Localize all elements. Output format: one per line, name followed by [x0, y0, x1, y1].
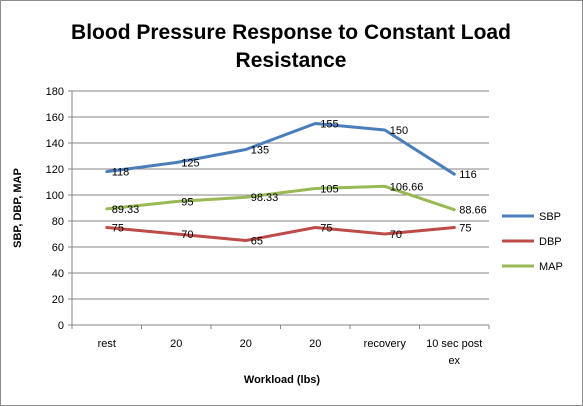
data-label-map: 105	[320, 184, 338, 196]
data-label-dbp: 75	[320, 223, 332, 235]
legend-label-dbp: DBP	[539, 236, 562, 248]
x-category-label: 20	[240, 338, 252, 350]
x-category-label-line: 10 sec post	[426, 338, 482, 350]
x-category-label: 10 sec post ex	[426, 338, 482, 367]
y-axis-title: SBP, DBP, MAP	[12, 168, 24, 248]
y-tick-label: 140	[46, 138, 64, 150]
x-category-label-line: 20	[170, 338, 182, 350]
data-label-dbp: 65	[251, 236, 263, 248]
data-label-map: 88.66	[459, 205, 487, 217]
series-line-dbp	[105, 226, 456, 242]
data-label-map: 98.33	[251, 192, 279, 204]
series-lines	[105, 122, 456, 242]
x-category-label: 20	[309, 338, 321, 350]
data-label-sbp: 118	[112, 167, 130, 179]
x-category-label-line: rest	[98, 338, 116, 350]
series-line-sbp	[105, 122, 456, 176]
y-tick-label: 100	[46, 190, 64, 202]
y-tick-labels: 0 20 40 60 80 100 120 140 160 180	[46, 86, 64, 332]
x-category-label: 20	[170, 338, 182, 350]
legend-label-sbp: SBP	[539, 211, 561, 223]
y-tick-label: 40	[52, 268, 64, 280]
x-category-label-line: 20	[240, 338, 252, 350]
x-axis-title: Workload (lbs)	[244, 374, 321, 386]
axes	[71, 91, 490, 329]
series-line-map	[105, 184, 456, 212]
y-tick-label: 160	[46, 112, 64, 124]
data-label-dbp: 70	[181, 229, 193, 241]
data-label-dbp: 75	[112, 223, 124, 235]
legend: SBP DBP MAP	[502, 211, 563, 273]
data-label-sbp: 150	[390, 125, 408, 137]
y-tick-label: 20	[52, 294, 64, 306]
data-label-map: 89.33	[112, 204, 140, 216]
x-category-label-line: 20	[309, 338, 321, 350]
data-label-dbp: 70	[390, 229, 402, 241]
chart-title-line-1: Blood Pressure Response to Constant Load	[71, 21, 511, 44]
data-label-sbp: 135	[251, 145, 269, 157]
x-category-label-line: recovery	[364, 338, 407, 350]
data-label-map: 106.66	[390, 181, 424, 193]
gridlines	[68, 90, 489, 326]
y-tick-label: 60	[52, 242, 64, 254]
y-tick-label: 120	[46, 164, 64, 176]
y-tick-label: 0	[58, 320, 64, 332]
chart-title: Blood Pressure Response to Constant Load…	[71, 21, 511, 72]
y-tick-label: 180	[46, 86, 64, 98]
y-tick-label: 80	[52, 216, 64, 228]
chart-title-line-2: Resistance	[236, 49, 347, 72]
data-label-sbp: 125	[181, 158, 199, 170]
x-category-label: rest	[98, 338, 116, 350]
x-category-label: recovery	[364, 338, 407, 350]
data-label-sbp: 116	[459, 169, 477, 181]
data-label-sbp: 155	[320, 119, 338, 131]
data-label-map: 95	[181, 197, 193, 209]
data-label-dbp: 75	[459, 223, 471, 235]
x-category-label-line: ex	[448, 355, 460, 367]
x-category-labels: rest 20 20 20 recovery 10 sec post ex	[98, 338, 483, 367]
legend-label-map: MAP	[539, 261, 563, 273]
data-labels: 118 125 135 155 150 116 75 70 65 75 70 75 89.33 95 98.…	[112, 119, 487, 248]
